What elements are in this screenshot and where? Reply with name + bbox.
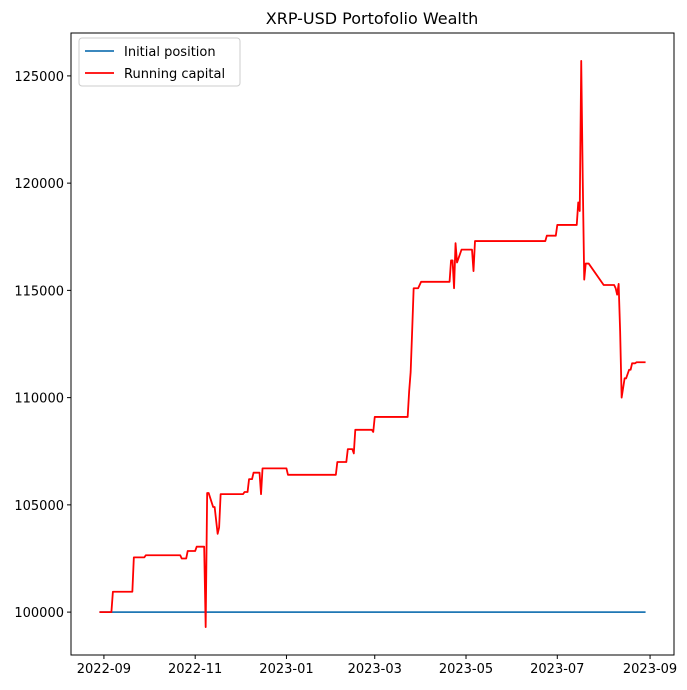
plot-area-frame	[70, 32, 675, 656]
legend: Initial position Running capital	[78, 37, 241, 87]
x-tick-label: 2022-09	[77, 662, 131, 677]
series-line-running-capital	[99, 59, 646, 629]
y-tick-label: 125000	[14, 70, 64, 85]
x-tick-label: 2023-05	[439, 662, 493, 677]
legend-frame	[78, 37, 241, 87]
y-axis: 100000 105000 110000 115000 120000 125000	[14, 70, 71, 621]
legend-label-running-capital: Running capital	[124, 67, 225, 82]
x-tick-label: 2023-09	[623, 662, 677, 677]
series-layer	[99, 59, 646, 629]
x-axis: 2022-09 2022-11 2023-01 2023-03 2023-05 2023-…	[77, 655, 677, 677]
x-tick-label: 2023-03	[348, 662, 402, 677]
y-tick-label: 105000	[14, 499, 64, 514]
x-tick-label: 2023-07	[530, 662, 584, 677]
legend-label-initial-position: Initial position	[124, 45, 216, 60]
y-tick-label: 115000	[14, 284, 64, 299]
y-tick-label: 100000	[14, 606, 64, 621]
x-tick-label: 2022-11	[168, 662, 222, 677]
y-tick-label: 110000	[14, 392, 64, 407]
chart-title: XRP-USD Portofolio Wealth	[266, 9, 479, 28]
x-tick-label: 2023-01	[259, 662, 313, 677]
y-tick-label: 120000	[14, 177, 64, 192]
